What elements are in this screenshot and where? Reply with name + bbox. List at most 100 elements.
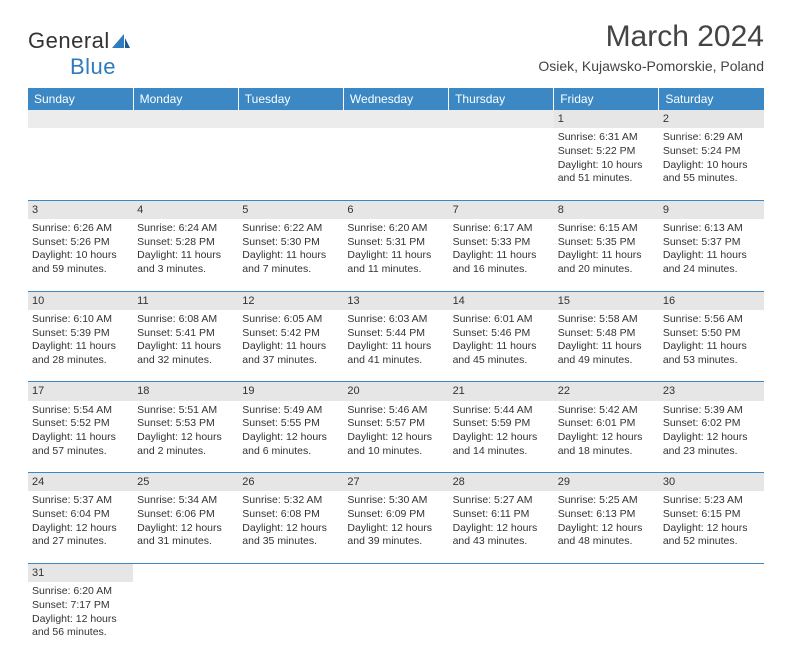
day-cell: Sunrise: 5:46 AMSunset: 5:57 PMDaylight:… bbox=[343, 401, 448, 473]
brand-logo: GeneralBlue bbox=[28, 28, 132, 80]
sunset-text: Sunset: 5:35 PM bbox=[558, 236, 655, 250]
day-number-cell: 7 bbox=[449, 200, 554, 219]
day-cell: Sunrise: 5:25 AMSunset: 6:13 PMDaylight:… bbox=[554, 491, 659, 563]
sunrise-text: Sunrise: 5:37 AM bbox=[32, 494, 129, 508]
day-cell: Sunrise: 5:23 AMSunset: 6:15 PMDaylight:… bbox=[659, 491, 764, 563]
empty-cell bbox=[238, 563, 343, 582]
empty-cell bbox=[554, 563, 659, 582]
daylight-text: and 24 minutes. bbox=[663, 263, 760, 277]
sunrise-text: Sunrise: 5:54 AM bbox=[32, 404, 129, 418]
day-number-cell: 10 bbox=[28, 291, 133, 310]
daylight-text: Daylight: 10 hours bbox=[32, 249, 129, 263]
daynum-row: 31 bbox=[28, 563, 764, 582]
sunset-text: Sunset: 6:09 PM bbox=[347, 508, 444, 522]
sunset-text: Sunset: 6:02 PM bbox=[663, 417, 760, 431]
daylight-text: Daylight: 12 hours bbox=[347, 522, 444, 536]
empty-cell bbox=[133, 563, 238, 582]
daylight-text: Daylight: 11 hours bbox=[32, 340, 129, 354]
sunrise-text: Sunrise: 6:13 AM bbox=[663, 222, 760, 236]
daylight-text: Daylight: 11 hours bbox=[137, 340, 234, 354]
sunrise-text: Sunrise: 6:01 AM bbox=[453, 313, 550, 327]
daylight-text: and 56 minutes. bbox=[32, 626, 129, 640]
daylight-text: and 31 minutes. bbox=[137, 535, 234, 549]
brand-part2: Blue bbox=[70, 54, 116, 79]
daynum-row: 17181920212223 bbox=[28, 382, 764, 401]
sunset-text: Sunset: 5:39 PM bbox=[32, 327, 129, 341]
daylight-text: Daylight: 12 hours bbox=[453, 431, 550, 445]
empty-cell bbox=[659, 582, 764, 654]
sunrise-text: Sunrise: 5:23 AM bbox=[663, 494, 760, 508]
week-row: Sunrise: 6:26 AMSunset: 5:26 PMDaylight:… bbox=[28, 219, 764, 291]
sunset-text: Sunset: 5:41 PM bbox=[137, 327, 234, 341]
daylight-text: Daylight: 11 hours bbox=[137, 249, 234, 263]
sunset-text: Sunset: 6:04 PM bbox=[32, 508, 129, 522]
sunset-text: Sunset: 5:26 PM bbox=[32, 236, 129, 250]
empty-cell bbox=[238, 110, 343, 128]
daylight-text: and 14 minutes. bbox=[453, 445, 550, 459]
empty-cell bbox=[343, 110, 448, 128]
sunrise-text: Sunrise: 5:49 AM bbox=[242, 404, 339, 418]
week-row: Sunrise: 6:31 AMSunset: 5:22 PMDaylight:… bbox=[28, 128, 764, 200]
day-number-cell: 22 bbox=[554, 382, 659, 401]
sunrise-text: Sunrise: 5:27 AM bbox=[453, 494, 550, 508]
sunrise-text: Sunrise: 6:24 AM bbox=[137, 222, 234, 236]
daylight-text: and 51 minutes. bbox=[558, 172, 655, 186]
daynum-row: 12 bbox=[28, 110, 764, 128]
day-cell: Sunrise: 5:54 AMSunset: 5:52 PMDaylight:… bbox=[28, 401, 133, 473]
daylight-text: Daylight: 11 hours bbox=[347, 340, 444, 354]
sunrise-text: Sunrise: 5:46 AM bbox=[347, 404, 444, 418]
day-number-cell: 18 bbox=[133, 382, 238, 401]
sunrise-text: Sunrise: 5:39 AM bbox=[663, 404, 760, 418]
daylight-text: and 48 minutes. bbox=[558, 535, 655, 549]
sunrise-text: Sunrise: 5:34 AM bbox=[137, 494, 234, 508]
empty-cell bbox=[28, 128, 133, 200]
sunset-text: Sunset: 5:42 PM bbox=[242, 327, 339, 341]
day-number-cell: 28 bbox=[449, 473, 554, 492]
sunrise-text: Sunrise: 6:15 AM bbox=[558, 222, 655, 236]
daylight-text: Daylight: 12 hours bbox=[663, 431, 760, 445]
weekday-header: Saturday bbox=[659, 88, 764, 110]
daylight-text: Daylight: 10 hours bbox=[558, 159, 655, 173]
day-number-cell: 17 bbox=[28, 382, 133, 401]
sunset-text: Sunset: 6:08 PM bbox=[242, 508, 339, 522]
daylight-text: and 10 minutes. bbox=[347, 445, 444, 459]
day-cell: Sunrise: 5:39 AMSunset: 6:02 PMDaylight:… bbox=[659, 401, 764, 473]
day-number-cell: 23 bbox=[659, 382, 764, 401]
day-number-cell: 11 bbox=[133, 291, 238, 310]
sunrise-text: Sunrise: 6:20 AM bbox=[32, 585, 129, 599]
daylight-text: Daylight: 12 hours bbox=[347, 431, 444, 445]
daylight-text: Daylight: 12 hours bbox=[32, 613, 129, 627]
sunrise-text: Sunrise: 6:10 AM bbox=[32, 313, 129, 327]
brand-part1: General bbox=[28, 28, 110, 53]
day-number-cell: 8 bbox=[554, 200, 659, 219]
week-row: Sunrise: 6:20 AMSunset: 7:17 PMDaylight:… bbox=[28, 582, 764, 654]
daylight-text: and 37 minutes. bbox=[242, 354, 339, 368]
day-cell: Sunrise: 5:27 AMSunset: 6:11 PMDaylight:… bbox=[449, 491, 554, 563]
day-number-cell: 9 bbox=[659, 200, 764, 219]
daylight-text: and 59 minutes. bbox=[32, 263, 129, 277]
daylight-text: and 49 minutes. bbox=[558, 354, 655, 368]
day-cell: Sunrise: 6:17 AMSunset: 5:33 PMDaylight:… bbox=[449, 219, 554, 291]
daylight-text: Daylight: 12 hours bbox=[558, 522, 655, 536]
sunrise-text: Sunrise: 6:31 AM bbox=[558, 131, 655, 145]
empty-cell bbox=[133, 110, 238, 128]
daylight-text: and 16 minutes. bbox=[453, 263, 550, 277]
daylight-text: Daylight: 11 hours bbox=[558, 340, 655, 354]
sunset-text: Sunset: 5:30 PM bbox=[242, 236, 339, 250]
sunset-text: Sunset: 5:57 PM bbox=[347, 417, 444, 431]
daylight-text: Daylight: 12 hours bbox=[558, 431, 655, 445]
empty-cell bbox=[343, 563, 448, 582]
daylight-text: Daylight: 12 hours bbox=[137, 522, 234, 536]
sunrise-text: Sunrise: 6:22 AM bbox=[242, 222, 339, 236]
empty-cell bbox=[238, 582, 343, 654]
sunset-text: Sunset: 6:13 PM bbox=[558, 508, 655, 522]
day-number-cell: 15 bbox=[554, 291, 659, 310]
day-cell: Sunrise: 6:31 AMSunset: 5:22 PMDaylight:… bbox=[554, 128, 659, 200]
day-number-cell: 1 bbox=[554, 110, 659, 128]
day-number-cell: 26 bbox=[238, 473, 343, 492]
day-cell: Sunrise: 6:05 AMSunset: 5:42 PMDaylight:… bbox=[238, 310, 343, 382]
empty-cell bbox=[28, 110, 133, 128]
weekday-header: Monday bbox=[133, 88, 238, 110]
daylight-text: and 7 minutes. bbox=[242, 263, 339, 277]
day-cell: Sunrise: 5:34 AMSunset: 6:06 PMDaylight:… bbox=[133, 491, 238, 563]
